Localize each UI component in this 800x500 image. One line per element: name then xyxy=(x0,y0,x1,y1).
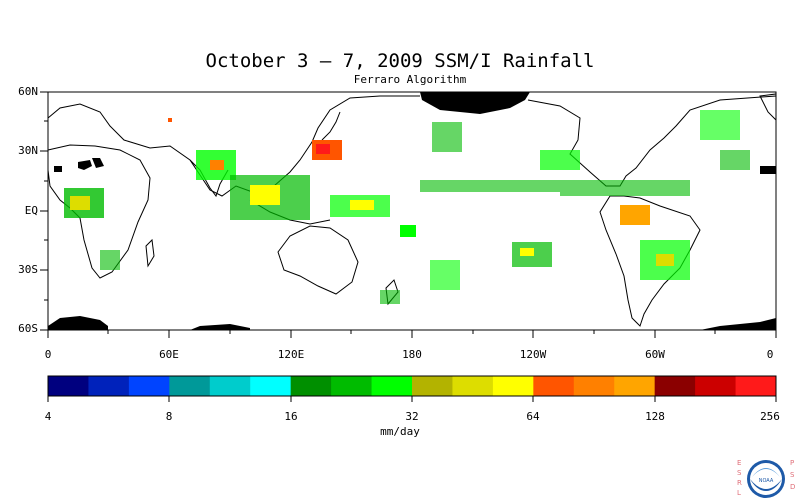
south-america-coast xyxy=(599,195,701,327)
colorbar-label-8: 8 xyxy=(165,410,173,423)
rainfall-patches xyxy=(64,110,750,304)
colorbar-label-16: 16 xyxy=(284,410,298,423)
colorbar-segment xyxy=(695,376,737,396)
colorbar-ticks xyxy=(47,396,777,402)
map-subtitle: Ferraro Algorithm xyxy=(353,73,467,86)
caribbean-dark xyxy=(760,166,776,174)
lon-label-180: 180 xyxy=(402,348,422,361)
lon-label-120w: 120W xyxy=(519,348,547,361)
logo-badge-text: NOAA xyxy=(759,478,774,484)
colorbar-segment xyxy=(492,376,534,396)
arctic-land xyxy=(420,92,530,114)
colorbar-segment xyxy=(331,376,373,396)
colorbar-label-32: 32 xyxy=(405,410,419,423)
colorbar-label-64: 64 xyxy=(526,410,540,423)
sahara-dark-2 xyxy=(92,158,104,168)
lon-label-0-right: 0 xyxy=(766,348,774,361)
map-title: October 3 – 7, 2009 SSM/I Rainfall xyxy=(205,50,595,72)
north-america-coast xyxy=(527,95,777,187)
colorbar-segment xyxy=(48,376,89,396)
lon-label-60e: 60E xyxy=(159,348,179,361)
colorbar-segment xyxy=(169,376,211,396)
colorbar-label-256: 256 xyxy=(760,410,780,423)
colorbar-segment xyxy=(735,376,777,396)
colorbar-label-4: 4 xyxy=(44,410,52,423)
lon-label-0: 0 xyxy=(44,348,52,361)
colorbar-label-128: 128 xyxy=(645,410,665,423)
sahara-dark-3 xyxy=(54,166,62,172)
colorbar-segment xyxy=(290,376,332,396)
svg-text:R: R xyxy=(737,479,742,487)
colorbar-segment xyxy=(614,376,656,396)
colorbar-units: mm/day xyxy=(380,425,420,438)
colorbar-segment xyxy=(533,376,575,396)
colorbar-segment xyxy=(654,376,696,396)
lon-ticks xyxy=(47,330,777,338)
svg-text:S: S xyxy=(737,469,742,477)
svg-text:D: D xyxy=(790,483,795,491)
antarctic-land-mid xyxy=(190,324,250,330)
svg-text:L: L xyxy=(737,489,741,497)
lat-label-60s: 60S xyxy=(18,322,38,335)
svg-text:S: S xyxy=(790,471,795,479)
colorbar-segment xyxy=(452,376,494,396)
map-frame xyxy=(47,91,777,331)
greenland-coast xyxy=(759,93,777,122)
antarctic-land-left xyxy=(48,316,108,330)
madagascar-coast xyxy=(145,238,155,268)
lon-label-120e: 120E xyxy=(277,348,305,361)
coastlines xyxy=(47,93,777,327)
svg-text:P: P xyxy=(790,459,794,467)
australia-coast xyxy=(277,225,359,295)
svg-text:E: E xyxy=(737,459,741,467)
colorbar-segment xyxy=(412,376,453,396)
colorbar-segment xyxy=(128,376,170,396)
lat-label-eq: EQ xyxy=(24,204,38,217)
antarctic-land-right xyxy=(700,318,776,330)
lat-label-30s: 30S xyxy=(18,263,38,276)
lat-ticks xyxy=(40,91,48,331)
colorbar-segment xyxy=(88,376,130,396)
japan-coast xyxy=(321,111,341,141)
eurasia-coast xyxy=(47,95,420,197)
colorbar-segment xyxy=(371,376,413,396)
lat-label-60n: 60N xyxy=(18,85,38,98)
colorbar xyxy=(48,376,777,396)
sahara-dark-1 xyxy=(78,160,92,170)
colorbar-segment xyxy=(573,376,615,396)
colorbar-segment xyxy=(209,376,251,396)
lat-label-30n: 30N xyxy=(18,144,38,157)
colorbar-segment xyxy=(250,376,292,396)
lon-label-60w: 60W xyxy=(645,348,665,361)
